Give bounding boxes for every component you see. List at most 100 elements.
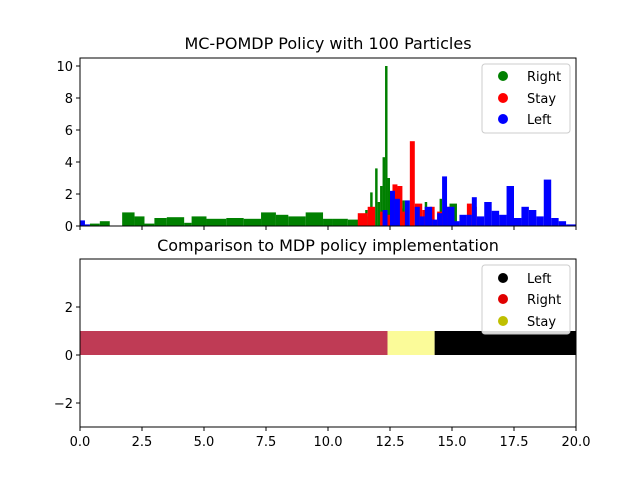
bottom-xtick-label: 5.0: [194, 435, 215, 450]
bar-right-8: [166, 217, 185, 226]
top-chart: MC-POMDP Policy with 100 Particles 0 2 4 6 8…: [56, 34, 577, 235]
bar-right-15: [275, 214, 289, 226]
bottom-chart-legend: Left Right Stay: [481, 264, 571, 335]
bar-right-27: [380, 186, 383, 226]
bar-left-17: [476, 216, 485, 226]
bar-right-5: [144, 223, 155, 226]
policy-segment-0: [80, 331, 388, 355]
bar-right-28: [382, 157, 386, 226]
top-chart-legend: Right Stay Left: [481, 63, 571, 134]
bar-left-29: [566, 224, 576, 226]
legend-marker-right: [498, 71, 508, 81]
bar-left-18: [484, 202, 492, 226]
bar-right-19: [332, 218, 348, 226]
bottom-chart: Comparison to MDP policy implementation …: [54, 236, 591, 450]
bar-left-6: [414, 206, 420, 226]
bottom-xtick-label: 12.5: [376, 435, 405, 450]
bar-right-6: [154, 218, 167, 226]
bar-left-23: [521, 206, 529, 226]
bar-right-29: [385, 66, 388, 226]
bottom-xtick-label: 10.0: [314, 435, 343, 450]
top-ytick-label: 0: [65, 220, 73, 235]
bottom-ytick-label: 0: [65, 349, 73, 364]
bar-left-26: [543, 179, 552, 226]
bottom-xtick-label: 17.5: [500, 435, 529, 450]
bottom-xtick-label: 7.5: [256, 435, 277, 450]
bar-stay-0: [357, 213, 368, 226]
bar-right-4: [134, 216, 145, 226]
bar-left-10: [437, 213, 443, 226]
bar-stay-7: [409, 141, 415, 226]
bar-left-2: [382, 210, 388, 226]
top-chart-title: MC-POMDP Policy with 100 Particles: [184, 34, 471, 53]
bottom-xtick-label: 20.0: [562, 435, 591, 450]
bar-stay-1: [367, 206, 376, 226]
bar-left-5: [404, 200, 410, 226]
top-chart-bars: [80, 66, 576, 226]
legend-marker-left: [498, 114, 508, 124]
bar-left-28: [558, 221, 567, 226]
bar-left-25: [536, 216, 544, 226]
top-ytick-label: 2: [65, 188, 73, 203]
bar-right-14: [261, 212, 276, 226]
bar-right-13: [243, 218, 262, 226]
bottom-ytick-label: 2: [65, 301, 73, 316]
bar-left-4: [394, 198, 400, 226]
legend-label-stay: Stay: [527, 92, 556, 107]
bar-left-20: [499, 214, 507, 226]
legend-marker-right-mdp: [498, 294, 508, 304]
bar-left-19: [491, 210, 500, 226]
bar-right-9: [184, 222, 192, 226]
bar-right-3: [122, 212, 135, 226]
bar-left-1: [84, 224, 90, 226]
policy-segment-2: [434, 331, 576, 355]
legend-label-right: Right: [527, 70, 561, 85]
legend-label-stay-mdp: Stay: [527, 315, 556, 330]
bottom-ytick-label: −2: [54, 397, 73, 412]
legend-label-right-mdp: Right: [527, 293, 561, 308]
bar-left-15: [466, 214, 472, 226]
legend-marker-stay: [498, 93, 508, 103]
bar-left-21: [506, 186, 514, 226]
legend-marker-stay-mdp: [498, 316, 508, 326]
top-ytick-label: 8: [65, 92, 73, 107]
bar-right-30: [387, 178, 390, 226]
legend-marker-left-mdp: [498, 273, 508, 283]
bar-right-10: [191, 216, 207, 226]
bar-right-26: [377, 202, 381, 226]
bar-left-16: [471, 197, 477, 226]
bar-left-24: [528, 210, 537, 226]
bottom-chart-segments: [80, 331, 576, 355]
bar-left-14: [459, 214, 467, 226]
bar-left-8: [424, 206, 433, 226]
bar-right-18: [323, 218, 333, 226]
bar-left-3: [390, 190, 395, 226]
top-chart-axes: 0 2 4 6 8 10: [56, 60, 577, 235]
bottom-chart-title: Comparison to MDP policy implementation: [157, 236, 499, 255]
bottom-xtick-label: 0.0: [70, 435, 91, 450]
bar-right-1: [89, 223, 100, 226]
policy-segment-1: [387, 331, 435, 355]
bar-right-11: [206, 218, 227, 226]
bar-left-9: [432, 219, 438, 226]
bar-right-17: [305, 212, 324, 226]
top-ytick-label: 4: [65, 156, 73, 171]
bar-right-25: [375, 168, 378, 226]
bar-left-27: [551, 218, 559, 226]
bar-left-13: [454, 221, 460, 226]
bar-right-16: [288, 216, 306, 226]
top-ytick-label: 6: [65, 124, 73, 139]
legend-label-left: Left: [527, 113, 551, 128]
bar-right-2: [99, 221, 110, 226]
bar-left-12: [447, 206, 455, 226]
bar-left-11: [442, 176, 448, 226]
bar-left-7: [419, 216, 425, 226]
bar-right-12: [226, 218, 244, 226]
bar-right-20: [347, 219, 363, 226]
bar-left-0: [80, 220, 85, 226]
legend-label-left-mdp: Left: [527, 272, 551, 287]
bottom-xtick-label: 2.5: [132, 435, 153, 450]
bar-left-22: [514, 218, 522, 226]
